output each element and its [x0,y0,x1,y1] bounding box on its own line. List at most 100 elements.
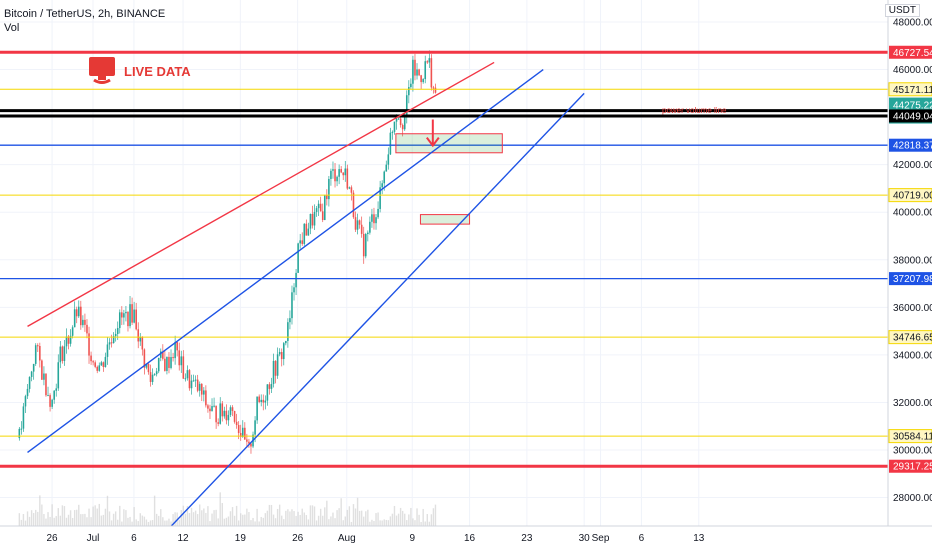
candle-body [71,327,74,336]
candle-body [227,414,230,421]
candle-body [178,350,181,366]
volume-bar [47,512,49,526]
volume-bar [276,508,279,526]
volume-bar [434,504,437,526]
trend-line-0 [27,61,495,327]
trend-line-2 [166,92,585,532]
volume-bar [406,520,408,526]
level-label-8: 30584.11 [893,432,932,443]
volume-bar [57,508,59,526]
volume-bar [354,508,357,526]
candle-body [166,356,168,371]
volume-bar [319,508,322,526]
volume-bar [334,518,336,526]
volume-bar [393,505,396,526]
volume-bar [360,510,363,526]
currency-label[interactable]: USDT [884,4,920,17]
candle-body [77,306,80,317]
volume-bar [92,506,94,526]
volume-bar [178,519,180,526]
volume-bar [260,516,262,526]
volume-bar [252,517,254,526]
volume-bar [338,508,340,526]
volume-bar [199,504,201,526]
candle-body [319,203,322,212]
volume-bar [225,517,228,526]
candle-body [135,309,137,330]
candle-body [80,306,82,326]
volume-bar [53,517,55,526]
level-label-4: 42818.37 [893,141,932,152]
volume-bar [418,514,420,526]
volume-bar [410,507,412,526]
volume-bar [153,495,156,526]
volume-bar [37,511,39,526]
candle-body [428,58,431,63]
volume-bar [424,521,426,526]
candle-body [127,311,129,327]
volume-bar [371,519,373,526]
candle-body [176,342,178,351]
volume-bar [387,520,390,526]
volume-bar [82,514,84,526]
volume-bar [373,520,375,526]
x-tick-label-3: 12 [177,533,189,544]
volume-bar [365,511,367,526]
candle-body [188,370,191,389]
volume-bar [278,504,281,526]
candle-body [129,304,131,327]
y-tick-label-3: 34000.00 [893,350,932,361]
volume-bar [104,508,107,526]
volume-bar [233,515,236,526]
volume-bar [254,521,256,526]
volume-bar [358,510,361,526]
candle-body [65,336,68,347]
candle-body [391,131,394,133]
level-label-box-8 [888,429,932,444]
volume-bar [168,518,170,526]
candle-body [217,422,219,424]
candle-body [254,420,256,435]
candle-body [51,399,53,407]
candle-body [219,403,222,424]
candle-body [229,407,232,415]
candle-body [305,223,308,236]
candle-body [418,69,420,76]
volume-bar [352,504,355,526]
volume-bar [283,519,285,526]
candle-body [90,355,92,362]
volume-bar [244,514,246,526]
candle-body [350,187,353,193]
candle-body [198,383,201,391]
candle-body [356,220,359,230]
volume-bar [309,505,312,526]
candle-body [61,346,64,361]
volume-bar [311,505,314,526]
candle-body [307,228,310,236]
candle-body [133,309,135,323]
volume-bar [307,519,310,526]
volume-bar [59,515,62,526]
volume-bar [420,521,422,526]
volume-bar [219,492,221,526]
volume-bar [258,521,260,526]
candle-body [55,388,58,391]
candle-body [373,214,375,224]
level-label-box-5 [888,188,932,203]
candle-body [186,370,189,379]
volume-bar [250,520,252,526]
candle-body [45,373,47,396]
candle-body [59,346,62,363]
volume-bar [391,513,394,526]
level-label-box-1 [888,82,932,97]
candle-body [422,79,424,83]
level-label-box-4 [889,138,932,152]
candle-body [321,211,324,221]
candle-body [151,374,154,382]
candle-body [221,403,224,417]
current-price-label: 44275.22 [893,101,932,112]
candle-body [88,333,90,356]
volume-bar [231,507,234,526]
volume-bar [174,512,176,526]
